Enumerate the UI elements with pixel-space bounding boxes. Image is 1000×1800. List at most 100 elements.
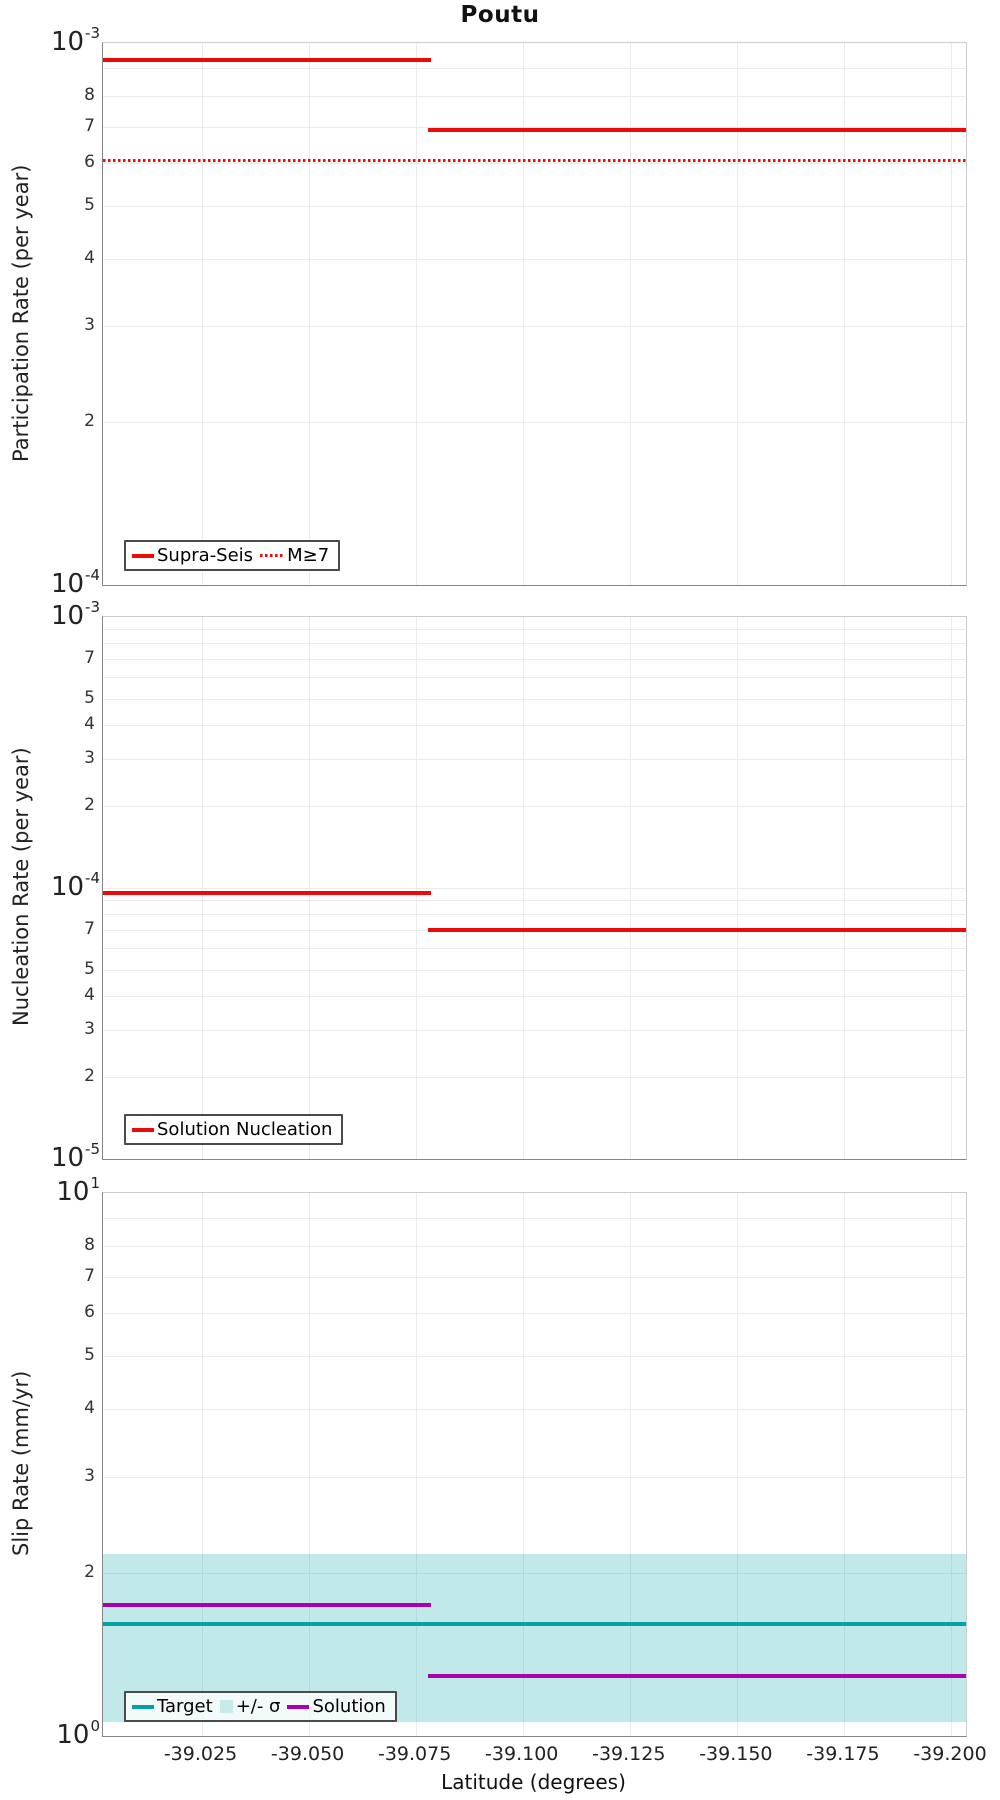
gridline xyxy=(843,1193,845,1736)
y-tick-label: 3 xyxy=(84,747,95,768)
x-axis-label: Latitude (degrees) xyxy=(441,1770,626,1794)
slip-rate-panel: Target +/- σ Solution xyxy=(102,1192,967,1737)
solution-line xyxy=(428,1673,966,1678)
legend-target: Target xyxy=(132,1696,213,1717)
gridline xyxy=(103,806,966,808)
y-tick-label: 5 xyxy=(84,195,95,216)
solution-line xyxy=(103,1603,431,1608)
y-decade-base: 10 xyxy=(50,569,85,599)
gridline xyxy=(103,1029,966,1031)
y-decade-base: 10 xyxy=(56,1720,90,1750)
y-tick-label: 4 xyxy=(84,713,95,734)
legend-item-label: M≥7 xyxy=(287,545,330,566)
gridline xyxy=(103,421,966,423)
gridline xyxy=(103,969,966,971)
gridline xyxy=(103,698,966,700)
gridline xyxy=(522,43,524,585)
line-swatch xyxy=(132,553,154,558)
y-decade-label: 10 -3 xyxy=(50,24,100,59)
gridline xyxy=(103,888,966,889)
y-tick-label: 4 xyxy=(84,247,95,268)
gridline xyxy=(103,643,966,645)
gridline xyxy=(629,43,631,585)
y-decade-base: 10 xyxy=(50,872,85,902)
x-tick-label: -39.050 xyxy=(270,1743,345,1765)
legend-item-label: +/- σ xyxy=(235,1696,281,1717)
nucleation-rate-panel: Solution Nucleation xyxy=(102,616,967,1160)
gridline xyxy=(103,67,966,69)
legend: Target +/- σ Solution xyxy=(124,1691,397,1722)
y-tick-label: 8 xyxy=(84,84,95,105)
gridline xyxy=(308,1193,310,1736)
y-decade-label: 10 -3 xyxy=(51,598,100,633)
gridline xyxy=(103,258,966,260)
x-tick-label: -39.125 xyxy=(592,1743,666,1765)
legend-item-label: Target xyxy=(157,1696,213,1717)
solution-nucleation-line xyxy=(103,890,431,895)
legend-supra-seis: Supra-Seis xyxy=(132,545,253,566)
gridline xyxy=(629,1193,631,1736)
y-decade-base: 10 xyxy=(50,27,85,57)
y-decade-label: 10 -4 xyxy=(50,869,100,904)
gridline xyxy=(103,1313,966,1315)
y-tick-label: 8 xyxy=(84,1234,95,1255)
gridline xyxy=(103,629,966,631)
y-tick-label: 2 xyxy=(84,410,95,431)
legend: Solution Nucleation xyxy=(124,1114,344,1145)
gridline xyxy=(951,1193,952,1736)
gridline xyxy=(308,43,310,585)
solution-nucleation-line xyxy=(428,927,966,932)
y-tick-label: 5 xyxy=(84,687,95,708)
y-tick-label: 7 xyxy=(84,115,95,136)
gridline xyxy=(103,1476,966,1478)
x-tick-label: -39.150 xyxy=(699,1743,773,1765)
chart-title: Poutu xyxy=(460,2,540,28)
y-tick-label: 3 xyxy=(84,1018,95,1039)
gridline xyxy=(103,758,966,760)
y-decade-exponent: -4 xyxy=(85,869,100,887)
y-tick-label: 6 xyxy=(84,152,95,173)
y-decade-exponent: -5 xyxy=(85,1140,100,1158)
y-decade-exponent: -3 xyxy=(85,24,100,42)
participation-rate-panel: Supra-Seis M≥7 xyxy=(102,42,967,586)
y-tick-label: 4 xyxy=(84,984,95,1005)
y-decade-label: 10 0 xyxy=(56,1717,100,1752)
y-tick-label: 5 xyxy=(84,958,95,979)
y-decade-base: 10 xyxy=(50,1143,85,1173)
y-tick-label: 7 xyxy=(84,647,95,668)
gridline xyxy=(103,995,966,997)
y-tick-label: 7 xyxy=(84,1266,95,1287)
legend: Supra-Seis M≥7 xyxy=(124,540,341,571)
gridline xyxy=(103,914,966,916)
gridline xyxy=(843,43,845,585)
y-tick-label: 2 xyxy=(84,1066,95,1087)
gridline xyxy=(951,43,952,585)
y-decade-exponent: -4 xyxy=(85,566,100,584)
x-tick-label: -39.025 xyxy=(163,1743,238,1765)
gridline xyxy=(103,948,966,950)
gridline xyxy=(736,1193,738,1736)
x-tick-label: -39.200 xyxy=(913,1743,987,1765)
gridline xyxy=(103,1217,966,1219)
y-tick-label: 7 xyxy=(84,918,95,939)
legend-item-label: Supra-Seis xyxy=(157,545,254,566)
y-decade-label: 10 -5 xyxy=(50,1140,100,1175)
legend-sigma: +/- σ xyxy=(219,1696,281,1717)
gridline xyxy=(103,163,966,165)
y-decade-exponent: 0 xyxy=(90,1717,100,1735)
gridline xyxy=(201,1193,203,1736)
gridline xyxy=(103,1356,966,1358)
supra-seis-line xyxy=(428,128,966,133)
gridline xyxy=(201,43,203,585)
y-decade-exponent: 1 xyxy=(90,1174,100,1192)
legend-m-ge-7: M≥7 xyxy=(260,545,329,566)
y-decade-label: 10 -4 xyxy=(50,566,100,601)
patch-swatch xyxy=(219,1700,233,1713)
y-tick-label: 3 xyxy=(84,1465,95,1486)
x-tick-label: -39.075 xyxy=(377,1743,452,1765)
y-tick-label: 3 xyxy=(84,315,95,336)
x-tick-label: -39.175 xyxy=(806,1743,880,1765)
gridline xyxy=(103,724,966,726)
gridline xyxy=(103,677,966,679)
legend-solution: Solution xyxy=(287,1696,386,1717)
